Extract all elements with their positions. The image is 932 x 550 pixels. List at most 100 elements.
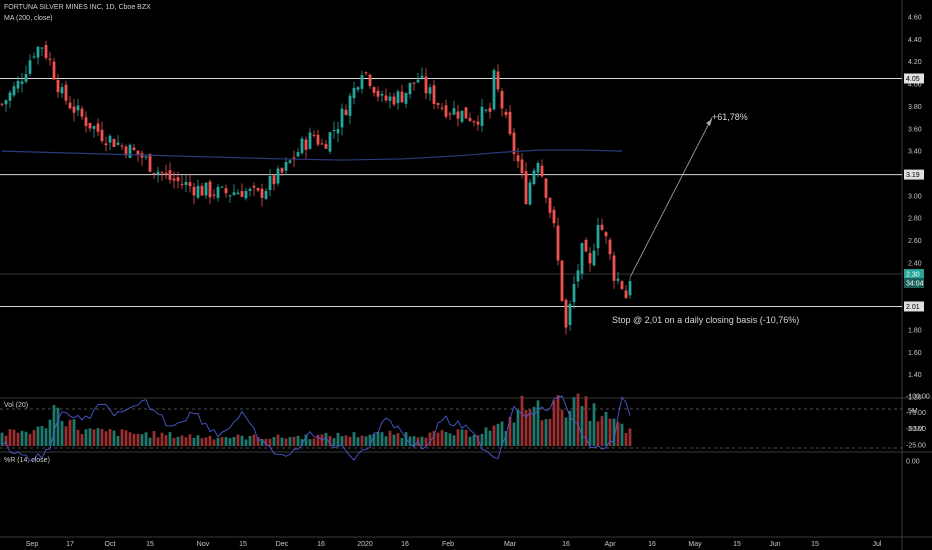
volume-bar (216, 438, 220, 446)
volume-bar (112, 430, 116, 446)
volume-bar (508, 416, 512, 446)
candle-body (112, 139, 116, 147)
candle-body (124, 146, 128, 156)
volume-bar (604, 411, 608, 446)
candle-body (40, 47, 44, 49)
volume-bar (124, 430, 128, 446)
volume-bar (588, 420, 592, 446)
volume-bar (528, 409, 532, 446)
volume-bar (476, 435, 480, 446)
volume-bar (556, 395, 560, 446)
volume-bar (24, 431, 28, 446)
volume-tick-label: 5M (908, 408, 918, 415)
candle-body (448, 113, 452, 115)
candle-body (176, 177, 180, 182)
candle-body (104, 143, 108, 146)
price-tick-label: 4.60 (908, 15, 922, 22)
candle-body (80, 108, 84, 117)
x-tick-label: Dec (276, 541, 289, 548)
price-tick-label: 3.60 (908, 126, 922, 133)
volume-bar (208, 435, 212, 446)
volume-bar (204, 437, 208, 446)
volume-bar (164, 435, 168, 446)
candle-body (492, 70, 496, 110)
volume-bar (452, 435, 456, 446)
volume-bar (116, 435, 120, 446)
volume-indicator-label: Vol (20) (4, 402, 29, 409)
candle-body (116, 142, 120, 145)
price-badge-label: 34:04 (906, 281, 924, 288)
target-annotation: +61,78% (712, 112, 748, 122)
candle-body (260, 188, 264, 198)
candle-body (8, 92, 12, 101)
price-badge-label: 3.19 (906, 172, 920, 179)
volume-bar (408, 436, 412, 446)
candle-body (616, 278, 620, 281)
volume-bar (56, 407, 60, 446)
wr-tick-label: -75.00 (906, 410, 926, 417)
x-tick-label: Feb (442, 541, 454, 548)
candle-body (624, 290, 628, 299)
candle-body (356, 87, 360, 90)
candle-body (248, 188, 252, 192)
x-tick-label: Jul (873, 541, 882, 548)
volume-bar (432, 431, 436, 446)
candle-body (284, 162, 288, 171)
volume-bar (384, 436, 388, 446)
x-tick-label: May (688, 541, 702, 548)
volume-bar (160, 432, 164, 446)
candle-body (20, 81, 24, 85)
candle-body (252, 185, 256, 188)
volume-bar (280, 437, 284, 446)
projection-arrow (629, 117, 713, 278)
candle-body (584, 239, 588, 252)
candle-body (528, 182, 532, 205)
volume-bar (464, 429, 468, 446)
candle-body (496, 71, 500, 90)
candle-body (576, 270, 580, 282)
volume-bar (4, 435, 8, 446)
candle-body (572, 283, 576, 303)
volume-bar (376, 431, 380, 446)
candle-body (600, 224, 604, 230)
candle-body (100, 129, 104, 142)
candle-body (16, 80, 20, 89)
volume-bar (268, 438, 272, 446)
candle-body (428, 87, 432, 94)
candle-body (0, 103, 4, 105)
volume-bar (136, 433, 140, 446)
candle-body (596, 224, 600, 249)
candle-body (500, 91, 504, 109)
volume-bar (472, 434, 476, 446)
price-badge-label: 2.30 (906, 272, 920, 279)
volume-bar (312, 438, 316, 446)
candle-body (280, 168, 284, 173)
volume-bar (284, 438, 288, 446)
candle-body (544, 178, 548, 198)
volume-bar (196, 435, 200, 446)
volume-bar (240, 435, 244, 446)
volume-bar (512, 422, 516, 446)
volume-bar (436, 432, 440, 446)
candle-body (208, 181, 212, 198)
volume-bar (368, 434, 372, 446)
candle-body (484, 109, 488, 111)
candle-body (84, 117, 88, 127)
volume-bar (568, 410, 572, 446)
price-tick-label: 1.60 (908, 350, 922, 357)
volume-bar (100, 428, 104, 446)
price-badge (904, 73, 924, 84)
candle-body (300, 138, 304, 154)
candle-body (444, 105, 448, 117)
x-tick-label: 15 (146, 541, 154, 548)
volume-bar (180, 435, 184, 446)
candle-body (72, 106, 76, 113)
candle-body (348, 95, 352, 116)
volume-bar (412, 436, 416, 446)
price-tick-label: 2.40 (908, 260, 922, 267)
volume-bar (628, 428, 632, 446)
candle-body (564, 299, 568, 328)
candle-body (52, 61, 56, 80)
candle-body (204, 182, 208, 196)
